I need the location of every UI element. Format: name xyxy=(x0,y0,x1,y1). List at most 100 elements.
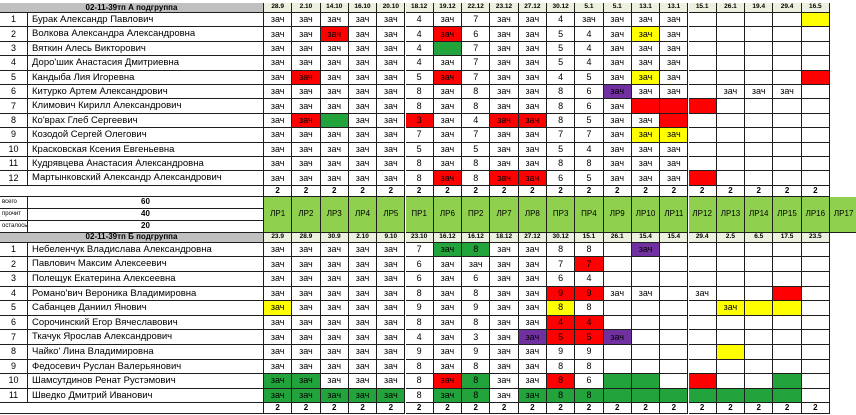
grade-cell[interactable] xyxy=(773,315,802,331)
grade-cell[interactable] xyxy=(745,27,774,42)
grade-cell[interactable]: зач xyxy=(660,41,689,57)
grade-cell[interactable]: зач xyxy=(292,242,321,258)
grade-cell[interactable]: зач xyxy=(462,257,491,272)
grade-cell[interactable]: зач xyxy=(348,374,378,389)
grade-cell[interactable]: 7 xyxy=(405,128,434,143)
grade-cell[interactable]: зач xyxy=(292,272,321,287)
grade-cell[interactable]: зач xyxy=(320,56,349,71)
grade-cell[interactable] xyxy=(631,345,661,360)
grade-cell[interactable]: 4 xyxy=(405,330,434,345)
grade-cell[interactable]: 8 xyxy=(405,388,434,404)
grade-cell[interactable] xyxy=(688,374,717,389)
grade-cell[interactable]: зач xyxy=(348,85,378,100)
grade-cell[interactable]: зач xyxy=(348,113,378,129)
grade-cell[interactable] xyxy=(320,113,349,129)
grade-cell[interactable] xyxy=(773,286,802,302)
grade-cell[interactable]: 8 xyxy=(405,99,434,114)
grade-cell[interactable]: зач xyxy=(575,13,604,28)
grade-cell[interactable]: зач xyxy=(518,359,547,375)
grade-cell[interactable]: зач xyxy=(348,242,378,258)
grade-cell[interactable]: 4 xyxy=(575,272,604,287)
grade-cell[interactable] xyxy=(716,99,746,114)
grade-cell[interactable]: зач xyxy=(490,13,519,28)
grade-cell[interactable] xyxy=(660,242,689,258)
grade-cell[interactable]: зач xyxy=(490,27,519,42)
grade-cell[interactable]: зач xyxy=(745,85,774,100)
grade-cell[interactable]: 8 xyxy=(575,157,604,172)
grade-cell[interactable]: зач xyxy=(631,70,661,85)
grade-cell[interactable]: 8 xyxy=(547,388,576,404)
grade-cell[interactable]: 8 xyxy=(547,359,576,375)
grade-cell[interactable]: зач xyxy=(292,374,321,389)
grade-cell[interactable]: 4 xyxy=(575,56,604,71)
grade-cell[interactable] xyxy=(801,85,830,100)
grade-cell[interactable]: зач xyxy=(660,85,689,100)
grade-cell[interactable] xyxy=(631,359,661,375)
grade-cell[interactable]: зач xyxy=(377,13,406,28)
grade-cell[interactable] xyxy=(745,99,774,114)
grade-cell[interactable]: зач xyxy=(264,301,293,316)
grade-cell[interactable] xyxy=(631,257,661,272)
grade-cell[interactable]: зач xyxy=(603,142,632,157)
grade-cell[interactable] xyxy=(801,286,830,302)
grade-cell[interactable] xyxy=(631,374,661,389)
grade-cell[interactable] xyxy=(801,330,830,345)
grade-cell[interactable]: зач xyxy=(631,242,661,258)
grade-cell[interactable] xyxy=(603,374,632,389)
grade-cell[interactable]: зач xyxy=(264,242,293,258)
grade-cell[interactable] xyxy=(801,113,830,129)
grade-cell[interactable] xyxy=(773,113,802,129)
grade-cell[interactable]: зач xyxy=(631,128,661,143)
grade-cell[interactable]: зач xyxy=(518,257,547,272)
grade-cell[interactable]: зач xyxy=(377,85,406,100)
grade-cell[interactable]: зач xyxy=(292,142,321,157)
grade-cell[interactable] xyxy=(801,242,830,258)
grade-cell[interactable]: 8 xyxy=(405,171,434,186)
grade-cell[interactable] xyxy=(688,13,717,28)
grade-cell[interactable]: 5 xyxy=(547,56,576,71)
grade-cell[interactable]: 8 xyxy=(462,359,491,375)
grade-cell[interactable]: 6 xyxy=(405,257,434,272)
grade-cell[interactable] xyxy=(688,128,717,143)
grade-cell[interactable]: зач xyxy=(264,315,293,331)
grade-cell[interactable]: 7 xyxy=(575,128,604,143)
grade-cell[interactable] xyxy=(688,359,717,375)
grade-cell[interactable]: 8 xyxy=(462,315,491,331)
grade-cell[interactable]: зач xyxy=(264,85,293,100)
grade-cell[interactable] xyxy=(773,171,802,186)
grade-cell[interactable]: 8 xyxy=(547,157,576,172)
grade-cell[interactable] xyxy=(603,388,632,404)
grade-cell[interactable]: 3 xyxy=(462,330,491,345)
grade-cell[interactable]: 6 xyxy=(547,171,576,186)
grade-cell[interactable]: зач xyxy=(320,272,349,287)
grade-cell[interactable]: зач xyxy=(264,388,293,404)
grade-cell[interactable] xyxy=(773,301,802,316)
grade-cell[interactable]: зач xyxy=(490,56,519,71)
grade-cell[interactable]: зач xyxy=(631,171,661,186)
grade-cell[interactable]: зач xyxy=(716,85,746,100)
grade-cell[interactable] xyxy=(688,272,717,287)
grade-cell[interactable]: зач xyxy=(603,56,632,71)
grade-cell[interactable]: 8 xyxy=(405,85,434,100)
grade-cell[interactable]: 8 xyxy=(462,157,491,172)
grade-cell[interactable]: зач xyxy=(264,13,293,28)
grade-cell[interactable]: зач xyxy=(490,359,519,375)
grade-cell[interactable]: 5 xyxy=(462,142,491,157)
grade-cell[interactable] xyxy=(773,13,802,28)
grade-cell[interactable] xyxy=(716,388,746,404)
grade-cell[interactable]: 8 xyxy=(547,113,576,129)
grade-cell[interactable]: зач xyxy=(320,157,349,172)
grade-cell[interactable]: 5 xyxy=(575,330,604,345)
grade-cell[interactable]: зач xyxy=(716,301,746,316)
grade-cell[interactable]: зач xyxy=(292,27,321,42)
grade-cell[interactable] xyxy=(773,345,802,360)
grade-cell[interactable]: зач xyxy=(433,315,463,331)
grade-cell[interactable]: зач xyxy=(603,286,632,302)
grade-cell[interactable]: 9 xyxy=(547,286,576,302)
grade-cell[interactable]: зач xyxy=(377,113,406,129)
grade-cell[interactable]: 8 xyxy=(575,242,604,258)
grade-cell[interactable]: 8 xyxy=(462,242,491,258)
grade-cell[interactable] xyxy=(716,374,746,389)
grade-cell[interactable]: зач xyxy=(518,374,547,389)
grade-cell[interactable] xyxy=(688,142,717,157)
